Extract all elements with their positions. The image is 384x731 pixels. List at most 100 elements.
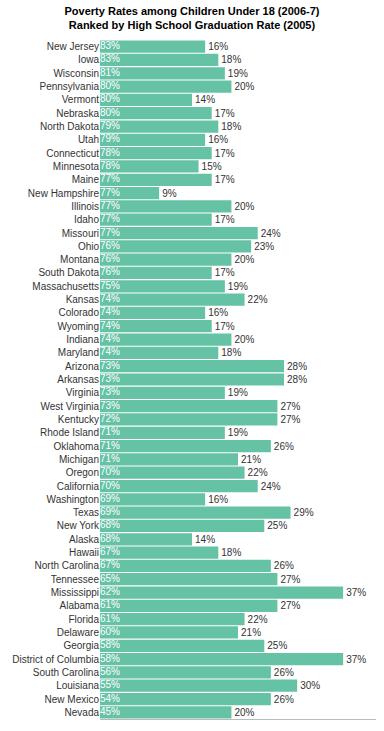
svg-text:Wisconsin: Wisconsin bbox=[53, 68, 99, 79]
svg-text:Oklahoma: Oklahoma bbox=[53, 441, 99, 452]
svg-text:26%: 26% bbox=[274, 694, 294, 705]
svg-text:26%: 26% bbox=[274, 441, 294, 452]
svg-text:Ohio: Ohio bbox=[78, 241, 100, 252]
svg-text:16%: 16% bbox=[208, 41, 228, 52]
svg-text:68%: 68% bbox=[100, 533, 120, 544]
svg-text:16%: 16% bbox=[208, 307, 228, 318]
svg-text:California: California bbox=[57, 481, 100, 492]
svg-text:74%: 74% bbox=[100, 293, 120, 304]
svg-text:22%: 22% bbox=[248, 467, 268, 478]
svg-text:Kansas: Kansas bbox=[66, 294, 99, 305]
svg-text:79%: 79% bbox=[100, 120, 120, 131]
svg-text:54%: 54% bbox=[100, 693, 120, 704]
svg-text:16%: 16% bbox=[208, 134, 228, 145]
svg-text:Vermont: Vermont bbox=[62, 94, 99, 105]
svg-text:Alabama: Alabama bbox=[60, 600, 100, 611]
svg-text:New Jersey: New Jersey bbox=[47, 41, 99, 52]
svg-text:17%: 17% bbox=[215, 148, 235, 159]
svg-text:Pennsylvania: Pennsylvania bbox=[40, 81, 100, 92]
svg-text:Arkansas: Arkansas bbox=[57, 374, 99, 385]
svg-text:27%: 27% bbox=[280, 574, 300, 585]
svg-text:New Hampshire: New Hampshire bbox=[28, 188, 100, 199]
svg-text:60%: 60% bbox=[100, 626, 120, 637]
svg-text:28%: 28% bbox=[287, 374, 307, 385]
svg-text:83%: 83% bbox=[100, 53, 120, 64]
svg-text:Rhode Island: Rhode Island bbox=[40, 427, 99, 438]
svg-text:19%: 19% bbox=[228, 68, 248, 79]
svg-text:17%: 17% bbox=[215, 174, 235, 185]
svg-text:76%: 76% bbox=[100, 266, 120, 277]
svg-text:27%: 27% bbox=[280, 414, 300, 425]
svg-text:North Dakota: North Dakota bbox=[40, 121, 99, 132]
svg-text:14%: 14% bbox=[195, 534, 215, 545]
svg-text:61%: 61% bbox=[100, 613, 120, 624]
svg-text:62%: 62% bbox=[100, 586, 120, 597]
svg-text:Minnesota: Minnesota bbox=[53, 161, 100, 172]
svg-text:Nebraska: Nebraska bbox=[56, 108, 99, 119]
svg-text:17%: 17% bbox=[215, 267, 235, 278]
svg-text:18%: 18% bbox=[221, 54, 241, 65]
svg-text:25%: 25% bbox=[267, 520, 287, 531]
svg-text:77%: 77% bbox=[100, 213, 120, 224]
svg-text:68%: 68% bbox=[100, 519, 120, 530]
svg-text:69%: 69% bbox=[100, 493, 120, 504]
svg-text:Montana: Montana bbox=[60, 254, 99, 265]
svg-text:27%: 27% bbox=[280, 600, 300, 611]
svg-text:80%: 80% bbox=[100, 93, 120, 104]
svg-text:Massachusetts: Massachusetts bbox=[32, 281, 99, 292]
svg-text:71%: 71% bbox=[100, 453, 120, 464]
svg-text:17%: 17% bbox=[215, 108, 235, 119]
svg-text:Colorado: Colorado bbox=[58, 307, 99, 318]
svg-text:29%: 29% bbox=[294, 507, 314, 518]
svg-text:17%: 17% bbox=[215, 321, 235, 332]
svg-text:17%: 17% bbox=[215, 214, 235, 225]
svg-text:78%: 78% bbox=[100, 160, 120, 171]
svg-text:Wyoming: Wyoming bbox=[57, 321, 99, 332]
svg-text:North Carolina: North Carolina bbox=[35, 560, 100, 571]
svg-text:Utah: Utah bbox=[78, 134, 99, 145]
svg-text:56%: 56% bbox=[100, 666, 120, 677]
svg-text:South Carolina: South Carolina bbox=[33, 667, 100, 678]
svg-text:19%: 19% bbox=[228, 427, 248, 438]
svg-text:61%: 61% bbox=[100, 599, 120, 610]
svg-text:45%: 45% bbox=[100, 706, 120, 717]
svg-text:58%: 58% bbox=[100, 639, 120, 650]
svg-text:70%: 70% bbox=[100, 480, 120, 491]
svg-text:Texas: Texas bbox=[73, 507, 99, 518]
svg-text:Iowa: Iowa bbox=[78, 54, 100, 65]
svg-text:26%: 26% bbox=[274, 667, 294, 678]
svg-text:22%: 22% bbox=[248, 294, 268, 305]
svg-text:73%: 73% bbox=[100, 400, 120, 411]
svg-text:14%: 14% bbox=[195, 94, 215, 105]
svg-text:76%: 76% bbox=[100, 240, 120, 251]
svg-text:74%: 74% bbox=[100, 306, 120, 317]
svg-text:24%: 24% bbox=[261, 228, 281, 239]
svg-text:37%: 37% bbox=[346, 587, 366, 598]
svg-text:West Virginia: West Virginia bbox=[40, 401, 99, 412]
svg-text:20%: 20% bbox=[234, 707, 254, 718]
svg-text:20%: 20% bbox=[234, 334, 254, 345]
svg-text:78%: 78% bbox=[100, 147, 120, 158]
svg-text:77%: 77% bbox=[100, 187, 120, 198]
svg-text:55%: 55% bbox=[100, 679, 120, 690]
svg-text:Tennessee: Tennessee bbox=[51, 574, 100, 585]
svg-text:73%: 73% bbox=[100, 360, 120, 371]
svg-text:37%: 37% bbox=[346, 654, 366, 665]
svg-text:Mississippi: Mississippi bbox=[51, 587, 99, 598]
svg-text:Florida: Florida bbox=[68, 614, 99, 625]
svg-text:26%: 26% bbox=[274, 560, 294, 571]
svg-text:30%: 30% bbox=[300, 680, 320, 691]
svg-text:Indiana: Indiana bbox=[66, 334, 99, 345]
svg-text:77%: 77% bbox=[100, 227, 120, 238]
svg-text:23%: 23% bbox=[254, 241, 274, 252]
svg-text:Maine: Maine bbox=[72, 174, 100, 185]
svg-text:Arizona: Arizona bbox=[65, 361, 99, 372]
svg-text:24%: 24% bbox=[261, 481, 281, 492]
svg-text:83%: 83% bbox=[100, 40, 120, 51]
svg-text:73%: 73% bbox=[100, 373, 120, 384]
svg-text:21%: 21% bbox=[241, 454, 261, 465]
svg-text:22%: 22% bbox=[248, 614, 268, 625]
svg-text:69%: 69% bbox=[100, 506, 120, 517]
svg-text:9%: 9% bbox=[162, 188, 177, 199]
svg-text:58%: 58% bbox=[100, 653, 120, 664]
